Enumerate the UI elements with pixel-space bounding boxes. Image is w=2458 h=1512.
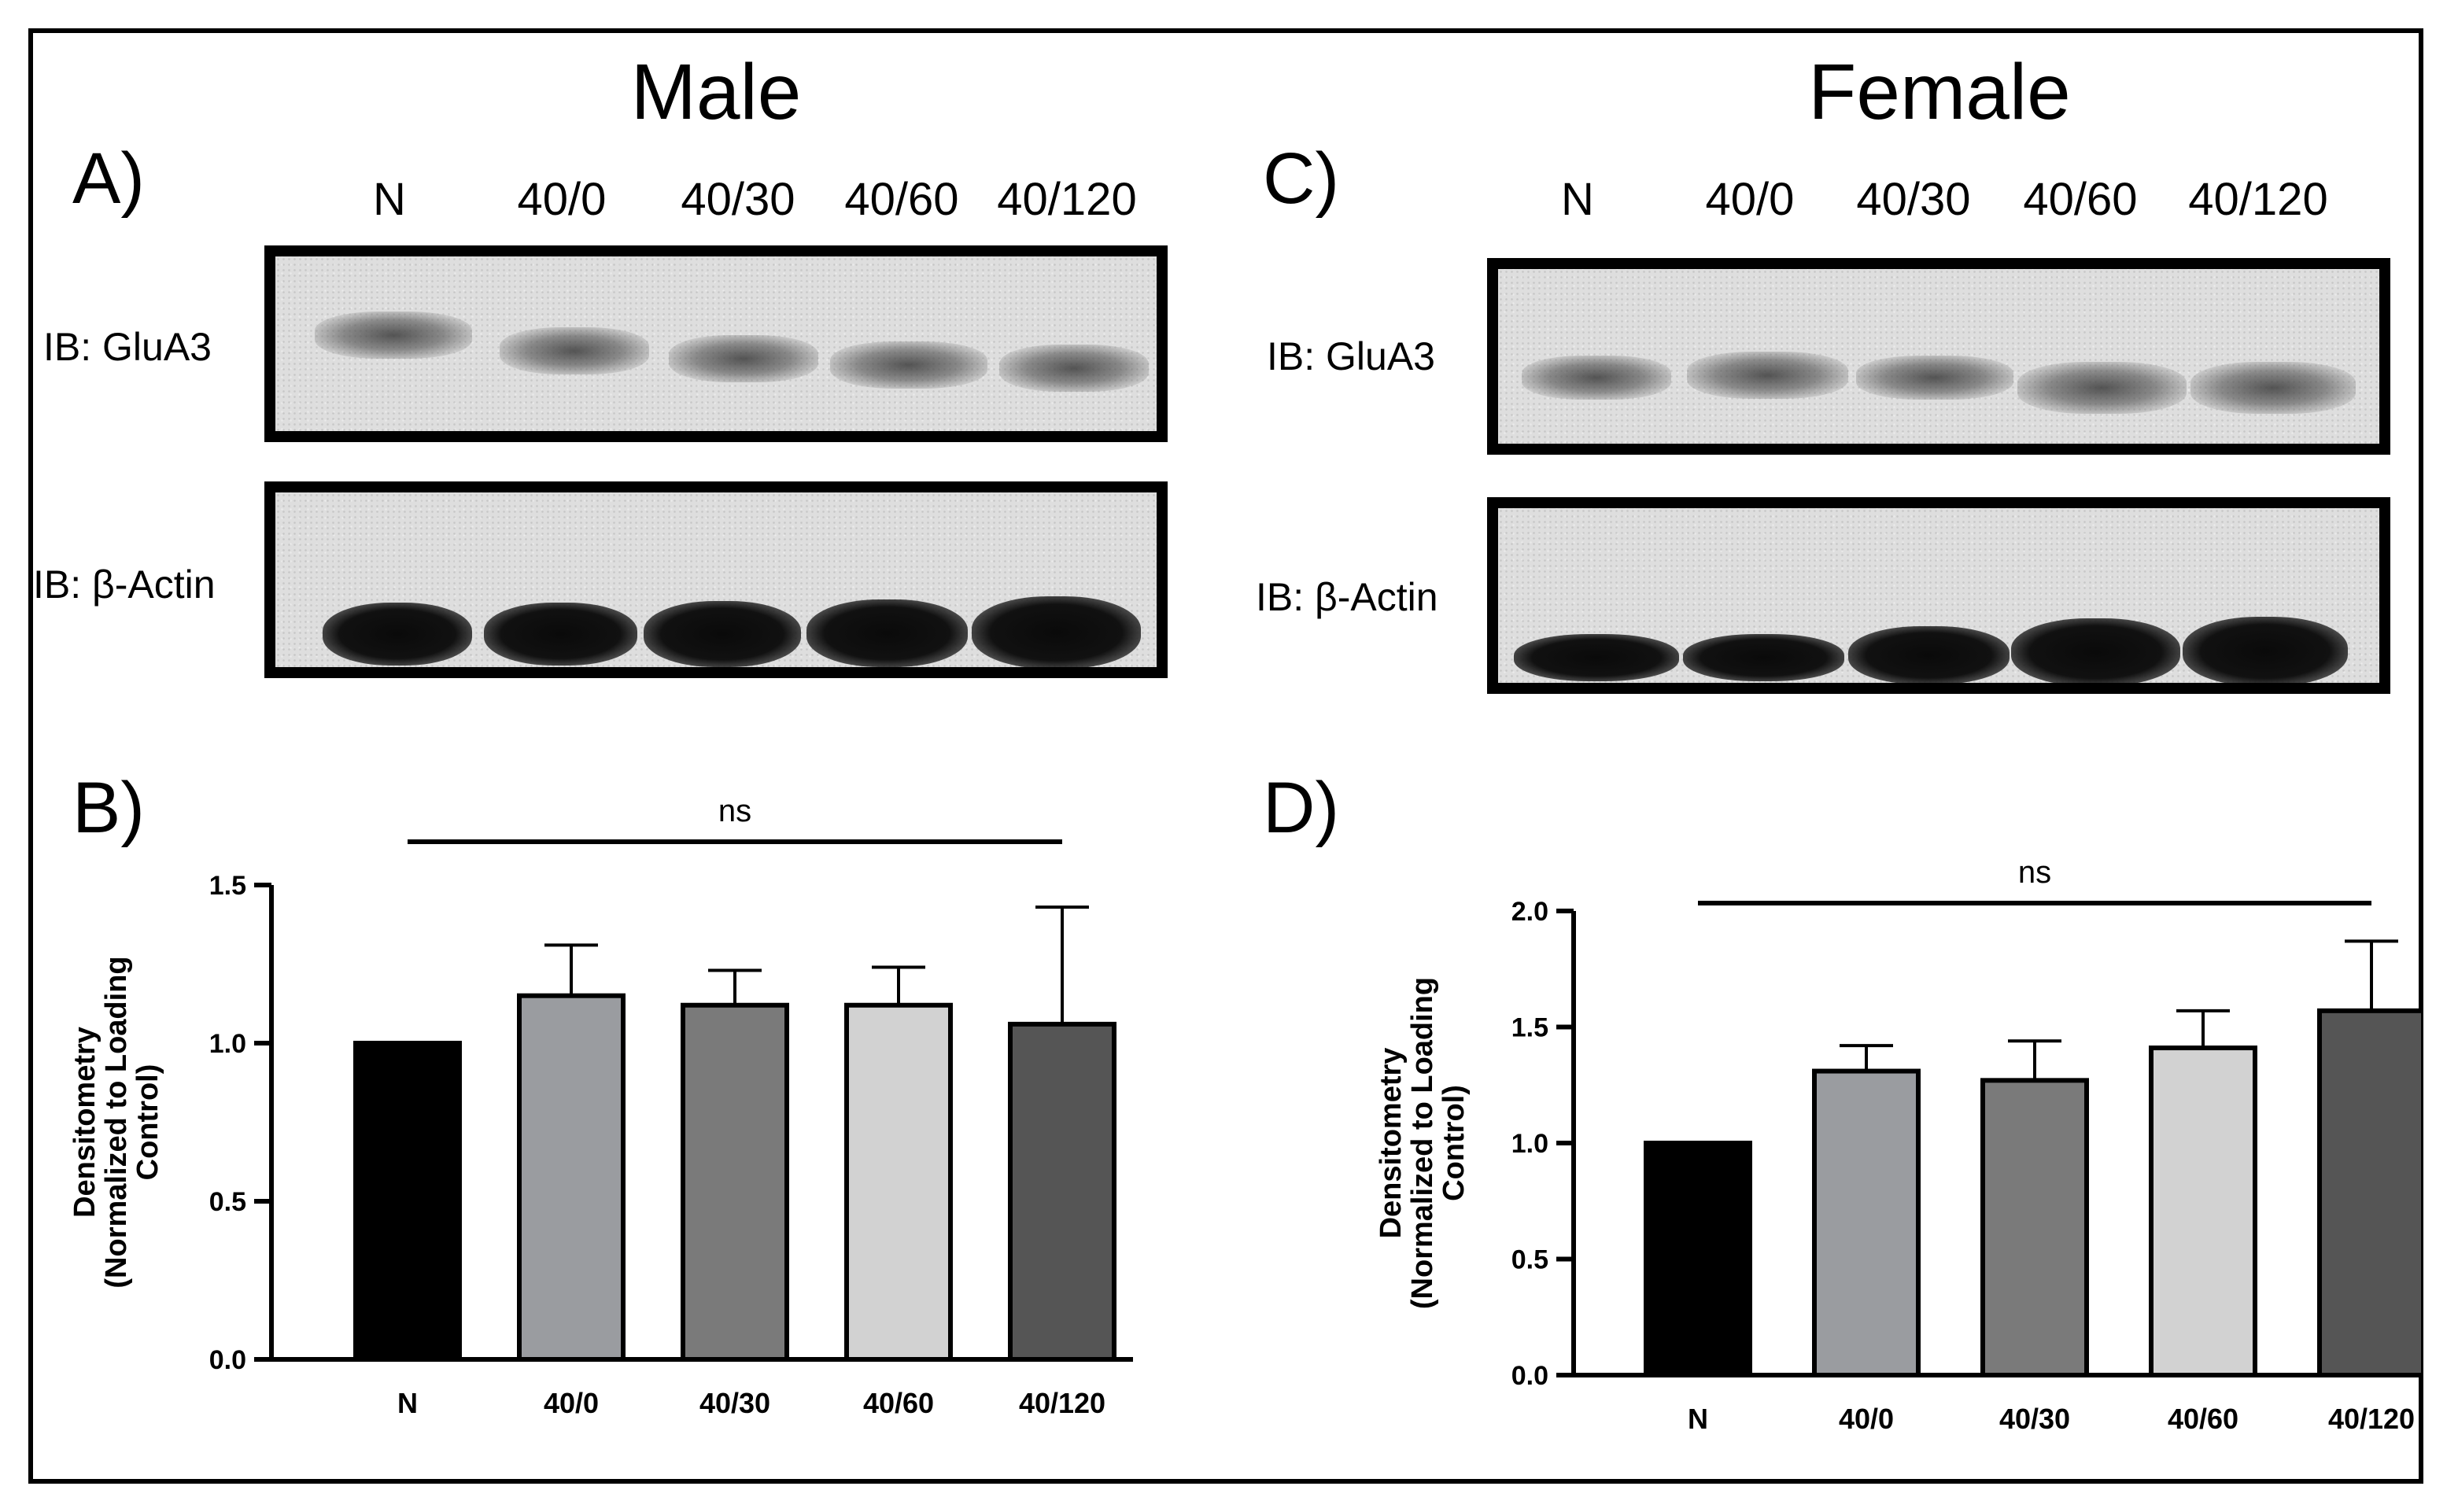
band (484, 603, 637, 666)
x-tick-label: 40/60 (2168, 1403, 2238, 1435)
male-actin-blot (264, 481, 1168, 678)
female-actin-blot (1487, 497, 2390, 694)
bar-40/30 (681, 1002, 789, 1362)
x-tick-label: 40/30 (1999, 1403, 2070, 1435)
band (806, 599, 968, 667)
y-axis-label: Densitometry(Normalized to LoadingContro… (68, 956, 164, 1288)
male-actin-label: IB: β-Actin (33, 562, 216, 607)
female-lane-label: 40/60 (2023, 174, 2138, 225)
x-tick-label: 40/0 (544, 1387, 599, 1419)
band (1856, 356, 2013, 400)
y-tick-label: 1.5 (209, 871, 246, 901)
band (2190, 362, 2356, 414)
x-tick-label: 40/120 (2328, 1403, 2415, 1435)
panel-label-a: A) (72, 138, 145, 219)
figure-frame (28, 28, 2423, 1484)
y-axis-label: Densitometry(Normalized to LoadingContro… (1375, 977, 1471, 1309)
male-lane-label: 40/0 (517, 174, 607, 225)
band (500, 327, 649, 374)
male-glua3-label: IB: GluA3 (43, 325, 212, 369)
y-tick-label: 1.5 (1511, 1013, 1548, 1043)
band (1522, 356, 1671, 400)
bar-N (1644, 1141, 1752, 1377)
band (315, 312, 472, 359)
band (669, 335, 818, 382)
band (644, 601, 801, 667)
female-lane-label: 40/120 (2188, 174, 2328, 225)
female-glua3-blot (1487, 258, 2390, 455)
band (2017, 362, 2187, 414)
female-glua3-label: IB: GluA3 (1267, 334, 1435, 378)
band (1514, 634, 1679, 681)
band (1683, 634, 1844, 681)
band (972, 596, 1141, 667)
bar-40/0 (517, 993, 626, 1362)
x-tick-label: N (397, 1387, 418, 1419)
y-tick-label: 1.0 (1511, 1129, 1548, 1159)
female-title: Female (1808, 48, 2071, 136)
y-tick-label: 1.0 (209, 1029, 246, 1059)
bar-40/60 (2149, 1045, 2257, 1378)
band (323, 603, 472, 666)
female-bar-chart: 0.0 0.5 1.0 1.5 2.0 Densitometry(Normalized t… (1375, 855, 2423, 1435)
panel-label-d: D) (1263, 768, 1340, 848)
bar-40/0 (1812, 1068, 1921, 1377)
x-tick-label: 40/30 (699, 1387, 770, 1419)
male-lane-label: N (373, 174, 406, 225)
x-tick-label: N (1688, 1403, 1708, 1435)
band (1687, 352, 1848, 399)
band (830, 341, 987, 389)
male-lane-label: 40/60 (844, 174, 959, 225)
female-actin-label: IB: β-Actin (1256, 575, 1438, 619)
band (2011, 618, 2180, 683)
bar-40/30 (1980, 1078, 2089, 1377)
x-tick-label: 40/120 (1019, 1387, 1105, 1419)
bar-N (353, 1041, 462, 1362)
female-lane-label: 40/0 (1705, 174, 1795, 225)
y-tick-label: 2.0 (1511, 897, 1548, 927)
female-lane-label: 40/30 (1856, 174, 1971, 225)
y-tick-label: 0.5 (1511, 1245, 1548, 1275)
male-lane-label: 40/120 (997, 174, 1137, 225)
band (2183, 617, 2348, 683)
y-tick-label: 0.0 (209, 1345, 246, 1375)
y-tick-label: 0.0 (1511, 1361, 1548, 1391)
bar-40/60 (844, 1002, 953, 1362)
panel-label-b: B) (72, 768, 145, 848)
male-glua3-blot (264, 245, 1168, 442)
bar-40/120 (1008, 1021, 1116, 1362)
male-bar-chart: 0.0 0.5 1.0 1.5 Densitometry(Normalized to L… (68, 794, 1133, 1419)
male-lane-label: 40/30 (681, 174, 795, 225)
band (1848, 626, 2010, 683)
y-tick-label: 0.5 (209, 1187, 246, 1217)
band (999, 345, 1149, 392)
x-tick-label: 40/60 (863, 1387, 934, 1419)
significance-label: ns (2018, 855, 2051, 890)
panel-label-c: C) (1263, 138, 1340, 219)
female-lane-label: N (1561, 174, 1594, 225)
significance-label: ns (718, 794, 751, 828)
x-tick-label: 40/0 (1839, 1403, 1894, 1435)
male-title: Male (630, 48, 802, 136)
bar-40/120 (2317, 1008, 2423, 1377)
